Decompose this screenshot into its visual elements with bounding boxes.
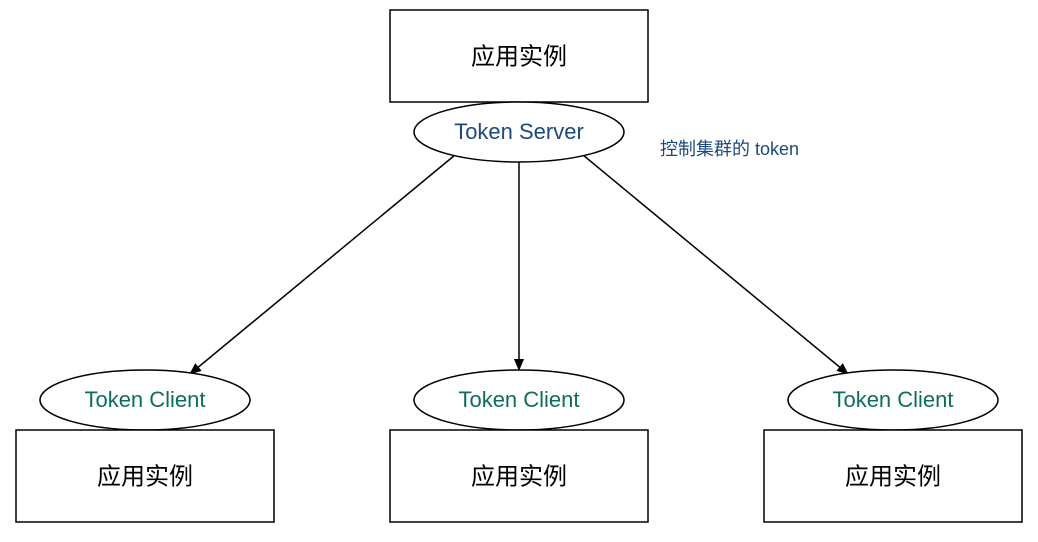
client3-label: Token Client bbox=[832, 387, 953, 412]
server-label: Token Server bbox=[454, 119, 584, 144]
bottom-box2-label: 应用实例 bbox=[471, 463, 567, 490]
edges-group bbox=[190, 155, 848, 374]
cluster-token-note: 控制集群的 token bbox=[660, 139, 799, 159]
bottom-box1-label: 应用实例 bbox=[97, 463, 193, 490]
token-server: Token Server bbox=[414, 102, 624, 162]
bottom-box3-label: 应用实例 bbox=[845, 463, 941, 490]
edge-server-client1 bbox=[190, 155, 455, 374]
token-client-2: Token Client bbox=[414, 370, 624, 430]
client2-label: Token Client bbox=[458, 387, 579, 412]
bottom-app-instance-3: 应用实例 bbox=[764, 430, 1022, 522]
diagram-canvas: 应用实例 Token Server 控制集群的 token Token Clie… bbox=[0, 0, 1038, 542]
client1-label: Token Client bbox=[84, 387, 205, 412]
top-app-instance: 应用实例 bbox=[390, 10, 648, 102]
edge-server-client3 bbox=[583, 155, 848, 374]
token-client-1: Token Client bbox=[40, 370, 250, 430]
token-client-3: Token Client bbox=[788, 370, 998, 430]
top-box-label: 应用实例 bbox=[471, 43, 567, 70]
bottom-app-instance-2: 应用实例 bbox=[390, 430, 648, 522]
bottom-app-instance-1: 应用实例 bbox=[16, 430, 274, 522]
